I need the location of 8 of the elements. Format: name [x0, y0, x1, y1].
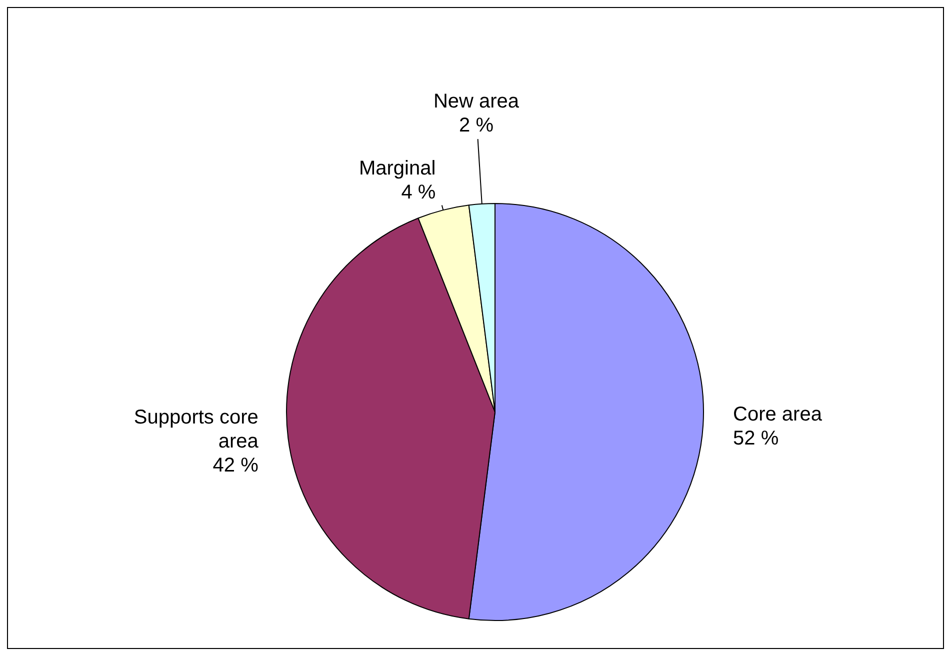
slice-label: Marginal: [358, 158, 436, 180]
data-label: 4 %: [401, 182, 436, 204]
data-label: 2 %: [459, 114, 494, 137]
slice-label: Core area: [733, 403, 823, 426]
data-label: 42 %: [212, 454, 259, 476]
data-label: 52 %: [733, 427, 779, 450]
slice-label: Supports core area: [134, 406, 260, 452]
slice-label: New area: [433, 90, 520, 113]
